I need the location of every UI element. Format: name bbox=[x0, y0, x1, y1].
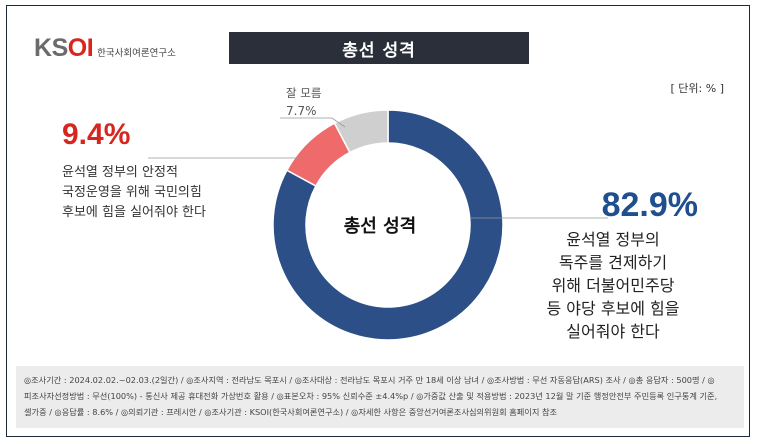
desc-line: 후보에 힘을 실어줘야 한다 bbox=[62, 205, 206, 220]
slice-value-opposition: 82.9% bbox=[601, 186, 698, 224]
desc-line: 윤석열 정부의 안정적 bbox=[62, 165, 178, 180]
slice-desc-ppp: 윤석열 정부의 안정적 국정운영을 위해 국민의힘 후보에 힘을 실어줘야 한다 bbox=[62, 163, 262, 223]
donut-center-label: 총선 성격 bbox=[343, 216, 417, 237]
chart-frame bbox=[6, 5, 750, 437]
desc-line: 국정운영을 위해 국민의힘 bbox=[62, 185, 202, 200]
logo-mark: KSOI bbox=[34, 34, 94, 62]
logo-subtitle: 한국사회여론연구소 bbox=[97, 47, 176, 59]
desc-line: 독주를 견제하기 bbox=[558, 253, 668, 272]
desc-line: 위해 더불어민주당 bbox=[551, 276, 675, 295]
slice-desc-opposition: 윤석열 정부의 독주를 견제하기 위해 더불어민주당 등 야당 후보에 힘을 실… bbox=[528, 228, 698, 343]
slice-value-dontknow: 7.7% bbox=[286, 104, 317, 118]
slice-value-ppp: 9.4% bbox=[62, 118, 131, 151]
unit-label: [ 단위: % ] bbox=[670, 82, 724, 95]
desc-line: 실어줘야 한다 bbox=[566, 322, 660, 341]
slice-label-dontknow: 잘 모름 bbox=[286, 86, 322, 100]
ksoi-logo: KSOI 한국사회여론연구소 bbox=[34, 34, 176, 63]
desc-line: 윤석열 정부의 bbox=[566, 230, 660, 249]
page-title: 총선 성격 bbox=[229, 32, 529, 64]
slice-opposition bbox=[272, 109, 504, 341]
leader-line-dk bbox=[280, 117, 346, 128]
desc-line: 등 야당 후보에 힘을 bbox=[546, 299, 680, 318]
slice-dontknow bbox=[333, 109, 389, 154]
survey-footnote: ◎조사기간 : 2024.02.02.~02.03.(2일간) / ◎조사지역 … bbox=[16, 366, 744, 428]
